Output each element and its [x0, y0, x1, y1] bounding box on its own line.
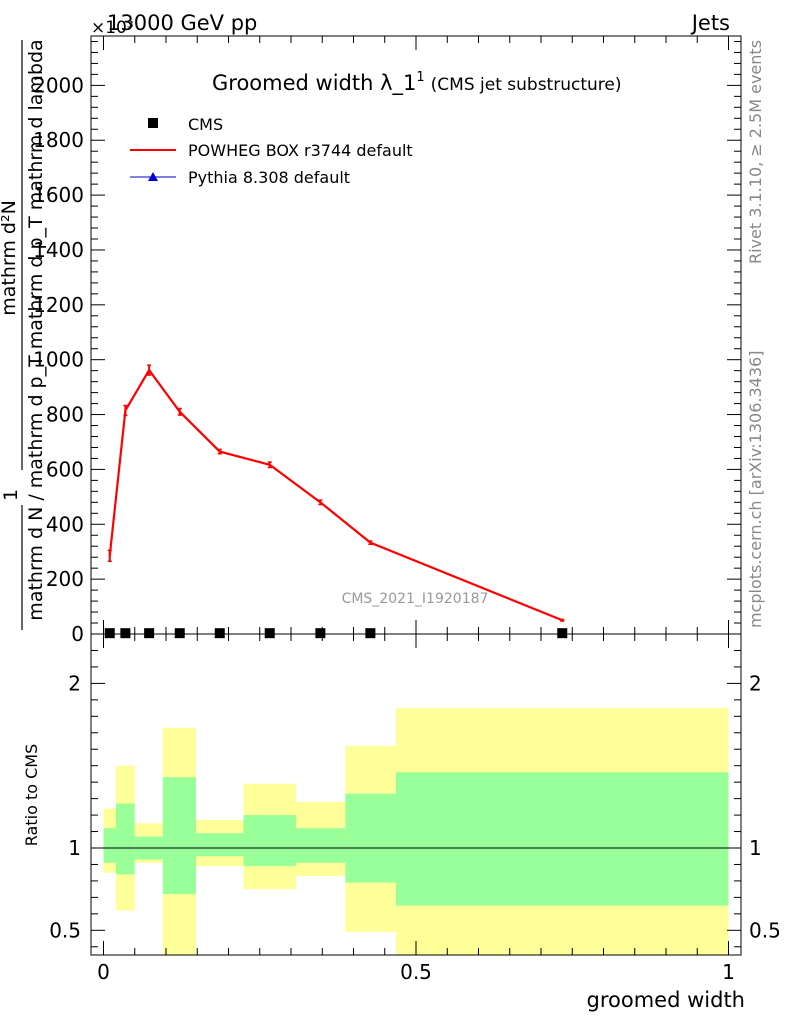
legend-label-cms: CMS	[188, 115, 223, 134]
main-x-ticks	[103, 36, 729, 634]
cms-data-point	[120, 628, 131, 639]
ratio-y-ticks: 0.5 0.5 1 1 2 2	[49, 649, 781, 948]
legend-label-pythia: Pythia 8.308 default	[188, 168, 350, 187]
ratio-inner-band	[243, 815, 296, 867]
ratio-bands	[103, 708, 729, 955]
main-y-tick-label: 1800	[33, 128, 84, 152]
main-y-tick-label: 0	[71, 622, 84, 646]
ylabel-fraction-one: 1	[0, 489, 22, 501]
ratio-y-tick-label: 0.5	[49, 918, 81, 942]
main-y-tick-label: 1200	[33, 293, 84, 317]
ratio-y-tick-label-right: 2	[749, 671, 762, 695]
ratio-inner-band	[116, 803, 135, 875]
cms-data-point	[557, 628, 568, 639]
cms-data-point	[214, 628, 225, 639]
x-axis-label: groomed width	[587, 988, 745, 1012]
energy-label: 13000 GeV pp	[107, 11, 257, 35]
ratio-y-tick-label-right: 1	[749, 836, 762, 860]
main-y-tick-label: 600	[46, 457, 84, 481]
x-tick-label: 0	[97, 960, 110, 984]
chart-title: Groomed width λ_11 (CMS jet substructure)	[212, 70, 621, 96]
ratio-inner-band	[345, 793, 396, 883]
ratio-inner-band	[296, 828, 346, 863]
legend-marker-pythia	[148, 172, 158, 181]
legend-marker-cms	[148, 118, 158, 128]
powheg-line	[108, 368, 563, 622]
ratio-inner-band	[162, 777, 196, 895]
main-y-tick-label: 2000	[33, 73, 84, 97]
x-tick-label: 1	[722, 960, 735, 984]
ratio-y-tick-label: 2	[68, 671, 81, 695]
cms-data-point	[264, 628, 275, 639]
process-label: Jets	[690, 11, 730, 35]
ylabel-denominator: mathrm d N / mathrm d p_T mathrm d p_T m…	[25, 39, 47, 620]
ratio-y-tick-label-right: 0.5	[749, 918, 781, 942]
ratio-inner-band	[103, 828, 116, 863]
mcplots-label: mcplots.cern.ch [arXiv:1306.3436]	[746, 351, 765, 628]
cms-data-point	[104, 628, 115, 639]
main-series-group	[104, 364, 568, 639]
ratio-y-tick-label: 1	[68, 836, 81, 860]
analysis-watermark: CMS_2021_I1920187	[342, 591, 489, 607]
ratio-x-ticks: 0 0.5 1	[97, 634, 735, 984]
main-y-tick-label: 1400	[33, 238, 84, 262]
ratio-y-label: Ratio to CMS	[22, 744, 41, 846]
main-y-tick-label: 1000	[33, 348, 84, 372]
main-y-tick-label: 200	[46, 567, 84, 591]
legend: CMS POWHEG BOX r3744 default Pythia 8.30…	[130, 115, 413, 187]
main-plot-panel: 0 200 400 600 800 1000 1200 1400 1600 1800 2000 Gr…	[0, 35, 742, 646]
ratio-inner-band	[196, 833, 244, 857]
main-y-ticks: 0 200 400 600 800 1000 1200 1400 1600 1800 2000	[33, 40, 741, 646]
rivet-label: Rivet 3.1.10, ≥ 2.5M events	[746, 40, 765, 264]
cms-data-point	[144, 628, 155, 639]
main-y-tick-label: 800	[46, 403, 84, 427]
main-y-tick-label: 1600	[33, 183, 84, 207]
ratio-inner-band	[396, 772, 729, 906]
legend-label-powheg: POWHEG BOX r3744 default	[188, 141, 413, 160]
x-tick-label: 0.5	[400, 960, 432, 984]
cms-data-point	[365, 628, 376, 639]
ylabel-numerator: mathrm d²N	[0, 200, 20, 316]
cms-data-point	[315, 628, 326, 639]
main-y-tick-label: 400	[46, 512, 84, 536]
ratio-plot-frame	[90, 633, 742, 956]
cms-data-point	[174, 628, 185, 639]
ratio-plot-panel: 0.5 0.51 12 2 0 0.5 1 Ratio to CMS groomed wi…	[22, 633, 781, 1012]
main-y-axis-label: mathrm d²N 1 mathrm d N / mathrm d p_T m…	[0, 39, 47, 630]
axis-exponent: ×10³	[91, 18, 134, 38]
